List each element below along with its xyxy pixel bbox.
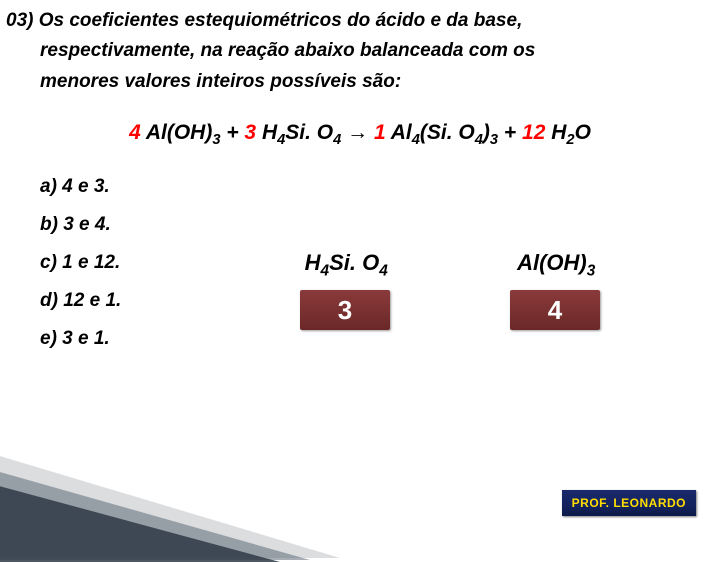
acid-count-box: 3 [300,290,390,330]
option-a: a) 4 e 3. [40,176,720,198]
option-e: e) 3 e 1. [40,328,720,350]
question-text: 03) Os coeficientes estequiométricos do … [0,0,720,97]
question-line3: menores valores inteiros possíveis são: [6,67,708,97]
base-count-box: 4 [510,290,600,330]
coef-2: 3 [244,121,256,144]
formula-labels: H4Si. O4 Al(OH)3 [240,250,660,280]
balanced-equation: 4 Al(OH)3 + 3 H4Si. O4 → 1 Al4(Si. O4)3 … [0,121,720,148]
question-line1: 03) Os coeficientes estequiométricos do … [6,10,522,31]
coef-4: 12 [522,121,545,144]
decor-triangle-3 [0,470,280,562]
question-line2: respectivamente, na reação abaixo balanc… [6,36,708,66]
base-label: Al(OH)3 [517,250,595,280]
coef-1: 4 [129,121,141,144]
count-boxes: 3 4 [240,290,660,330]
professor-badge: PROF. LEONARDO [562,490,696,516]
option-b: b) 3 e 4. [40,214,720,236]
coef-3: 1 [374,121,386,144]
acid-label: H4Si. O4 [305,250,388,280]
